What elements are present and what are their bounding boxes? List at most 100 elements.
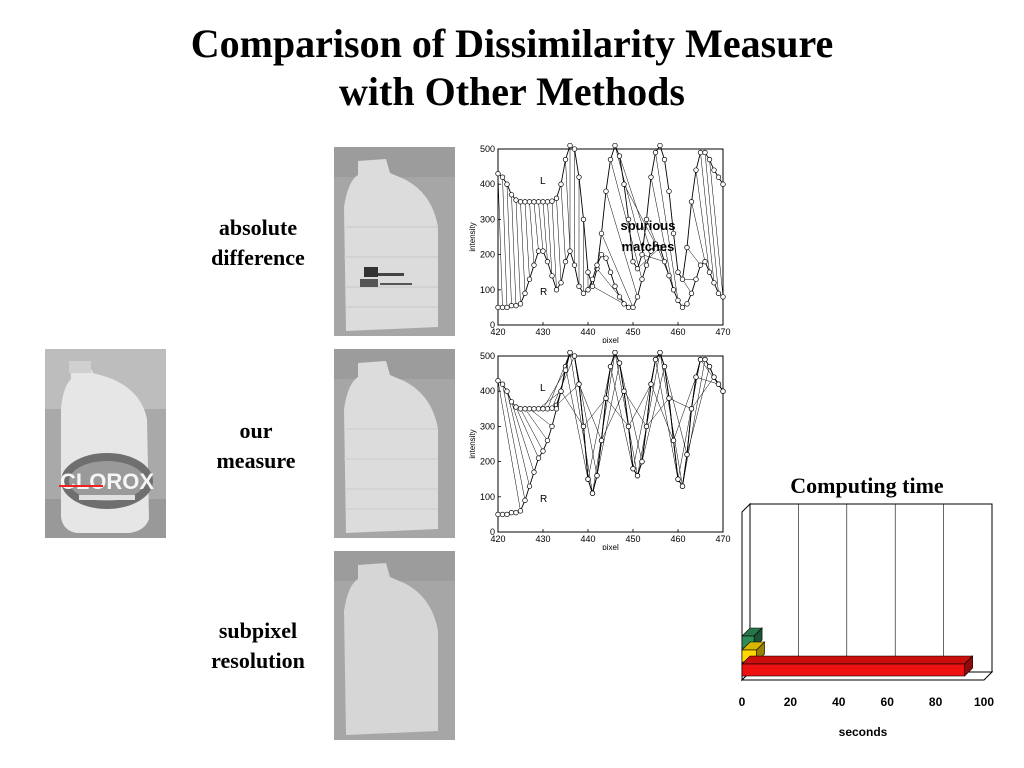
data-point xyxy=(715,381,722,387)
y-tick-label: 200 xyxy=(480,250,495,260)
match-line xyxy=(583,398,607,427)
data-point xyxy=(508,399,515,405)
y-tick-label: 0 xyxy=(490,320,495,330)
match-line xyxy=(547,352,571,409)
data-point xyxy=(585,287,591,293)
x-tick-label: 0 xyxy=(739,695,746,709)
data-point xyxy=(517,508,524,514)
data-point xyxy=(598,251,605,258)
series-line-R xyxy=(498,351,724,515)
data-point xyxy=(666,188,672,194)
match-line xyxy=(551,201,557,290)
match-line xyxy=(538,391,562,409)
data-point xyxy=(720,181,726,187)
data-point xyxy=(580,423,587,430)
data-point xyxy=(535,455,542,461)
y-tick-label: 0 xyxy=(490,527,495,537)
x-tick-label: 100 xyxy=(974,695,994,709)
annotation-line1: spurious xyxy=(621,218,676,233)
match-line xyxy=(686,247,701,266)
row-label-line2: measure xyxy=(216,448,296,473)
data-point xyxy=(670,437,677,444)
data-point xyxy=(540,199,546,205)
data-point xyxy=(661,363,668,370)
data-point xyxy=(553,406,560,412)
match-line xyxy=(619,362,643,462)
data-point xyxy=(643,423,650,430)
data-point xyxy=(657,350,663,356)
data-point xyxy=(661,156,668,163)
data-point xyxy=(621,301,627,307)
y-tick-label: 400 xyxy=(480,386,495,396)
row-label-line1: subpixel xyxy=(218,618,298,643)
match-line xyxy=(641,254,665,262)
data-point xyxy=(571,353,578,359)
x-tick-label: 430 xyxy=(535,534,550,544)
data-point xyxy=(702,149,708,156)
disparity-map-absolute-difference xyxy=(334,147,455,336)
match-line xyxy=(695,170,710,273)
data-point xyxy=(616,153,623,159)
data-point xyxy=(540,406,546,412)
y-tick-label: 300 xyxy=(480,214,495,224)
data-point xyxy=(684,451,690,458)
data-point xyxy=(594,473,600,479)
x-tick-label: 60 xyxy=(881,695,895,709)
data-point xyxy=(625,423,632,430)
match-line xyxy=(637,352,661,476)
match-line xyxy=(623,184,656,245)
data-point xyxy=(630,465,636,472)
y-axis-label: intensity xyxy=(468,222,477,251)
data-point xyxy=(576,381,582,387)
row-label-our-measure: our measure xyxy=(181,416,331,476)
data-point xyxy=(589,490,596,496)
annotation-line2: matches xyxy=(622,239,675,254)
match-line xyxy=(497,173,503,308)
data-point xyxy=(634,294,641,300)
data-point xyxy=(531,406,537,412)
data-point xyxy=(702,258,708,265)
plot-frame xyxy=(497,148,724,326)
bottle-photo: CLOROX xyxy=(45,349,166,538)
data-point xyxy=(720,388,726,394)
data-point xyxy=(661,258,668,265)
match-line xyxy=(596,268,629,308)
data-point xyxy=(697,262,704,268)
match-line xyxy=(592,286,625,305)
data-point xyxy=(625,216,632,223)
bar xyxy=(741,663,965,677)
data-point xyxy=(679,483,686,489)
match-line xyxy=(569,352,593,494)
data-point xyxy=(706,156,713,163)
row-label-subpixel-resolution: subpixel resolution xyxy=(183,616,333,676)
x-tick-label: 440 xyxy=(580,327,595,337)
match-line xyxy=(556,383,580,406)
match-line xyxy=(520,201,526,294)
computing-time-chart: 0 20 40 60 80 100 seconds xyxy=(739,502,994,739)
x-tick-label: 40 xyxy=(832,695,846,709)
row-label-line2: difference xyxy=(211,245,305,270)
data-point xyxy=(540,248,546,254)
data-point xyxy=(634,473,641,479)
data-point xyxy=(544,199,551,205)
data-point xyxy=(585,476,591,482)
match-line xyxy=(542,369,566,409)
data-point xyxy=(544,437,551,444)
data-point xyxy=(621,388,627,394)
data-point xyxy=(517,199,524,205)
data-point xyxy=(522,497,528,503)
match-line xyxy=(565,159,571,252)
match-line xyxy=(601,233,634,308)
match-line xyxy=(628,384,652,427)
match-line xyxy=(506,391,530,487)
data-point xyxy=(549,405,555,411)
data-point xyxy=(639,276,645,282)
data-point xyxy=(589,283,596,289)
data-point xyxy=(544,406,551,412)
x-axis-label: pixel xyxy=(602,336,619,343)
match-line xyxy=(560,391,584,427)
bar-top xyxy=(741,655,974,665)
data-point xyxy=(697,356,704,363)
data-point xyxy=(571,146,578,152)
data-point xyxy=(643,262,650,268)
